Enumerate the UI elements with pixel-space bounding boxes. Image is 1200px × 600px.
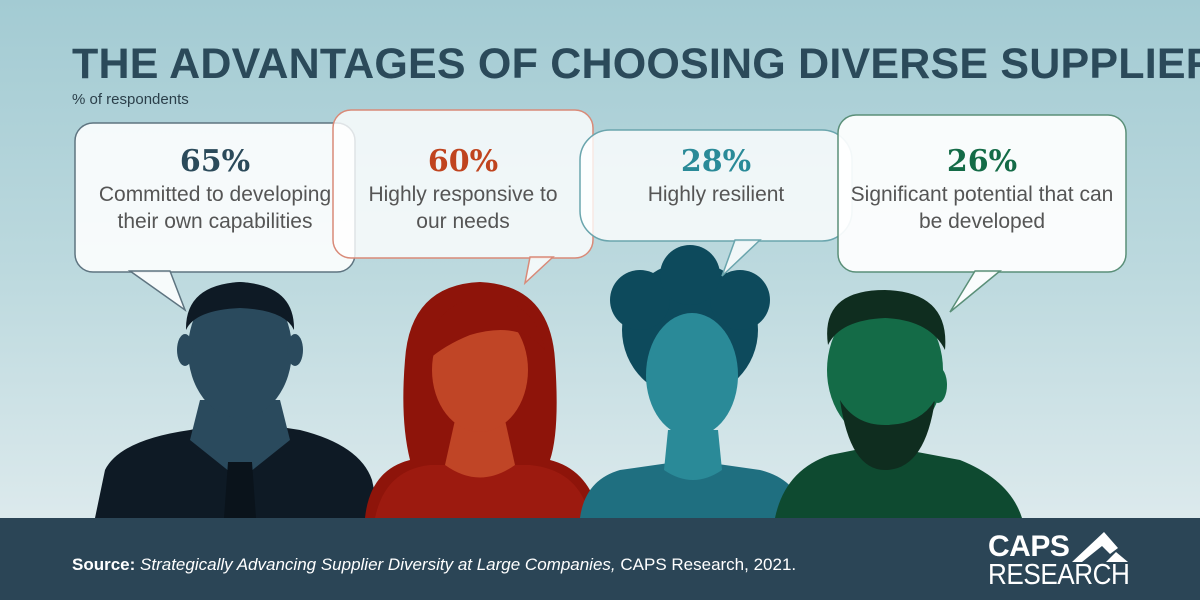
speech-bubble-3 xyxy=(579,129,853,277)
source-citation: Source: Strategically Advancing Supplier… xyxy=(72,555,796,575)
speech-bubble-2 xyxy=(332,109,594,286)
footer xyxy=(0,518,1200,600)
source-title: Strategically Advancing Supplier Diversi… xyxy=(140,555,616,574)
person-3-silhouette xyxy=(580,245,805,518)
stat-3-percent: 28% xyxy=(680,144,752,179)
stat-3-label: Highly resilient xyxy=(647,183,785,206)
speech-bubble-1 xyxy=(74,122,356,313)
stat-1-percent: 65% xyxy=(179,144,251,179)
logo-caps: CAPS xyxy=(988,530,1070,563)
stat-4-label: Significant potential that can be develo… xyxy=(850,183,1114,233)
speech-bubble-4 xyxy=(837,114,1127,313)
caps-research-logo: CAPS RESEARCH xyxy=(988,530,1130,592)
stat-4-percent: 26% xyxy=(946,144,1018,179)
person-2-silhouette xyxy=(365,282,600,518)
page-title: THE ADVANTAGES OF CHOOSING DIVERSE SUPPL… xyxy=(72,40,1200,88)
stat-2: 60% Highly responsive to our needs xyxy=(358,143,568,235)
stat-3: 28% Highly resilient xyxy=(590,143,842,208)
source-rest: CAPS Research, 2021. xyxy=(615,555,797,574)
subtitle: % of respondents xyxy=(72,91,189,108)
stat-1-label: Committed to developing their own capabi… xyxy=(98,183,332,233)
stat-2-percent: 60% xyxy=(427,144,499,179)
person-4-silhouette xyxy=(775,290,1022,518)
source-label: Source: xyxy=(72,555,136,574)
person-1-silhouette xyxy=(95,282,380,518)
stat-4: 26% Significant potential that can be de… xyxy=(850,143,1114,235)
stat-1: 65% Committed to developing their own ca… xyxy=(80,143,350,235)
logo-research: RESEARCH xyxy=(988,559,1130,591)
stat-2-label: Highly responsive to our needs xyxy=(368,183,558,233)
mountain-icon xyxy=(1072,532,1128,562)
